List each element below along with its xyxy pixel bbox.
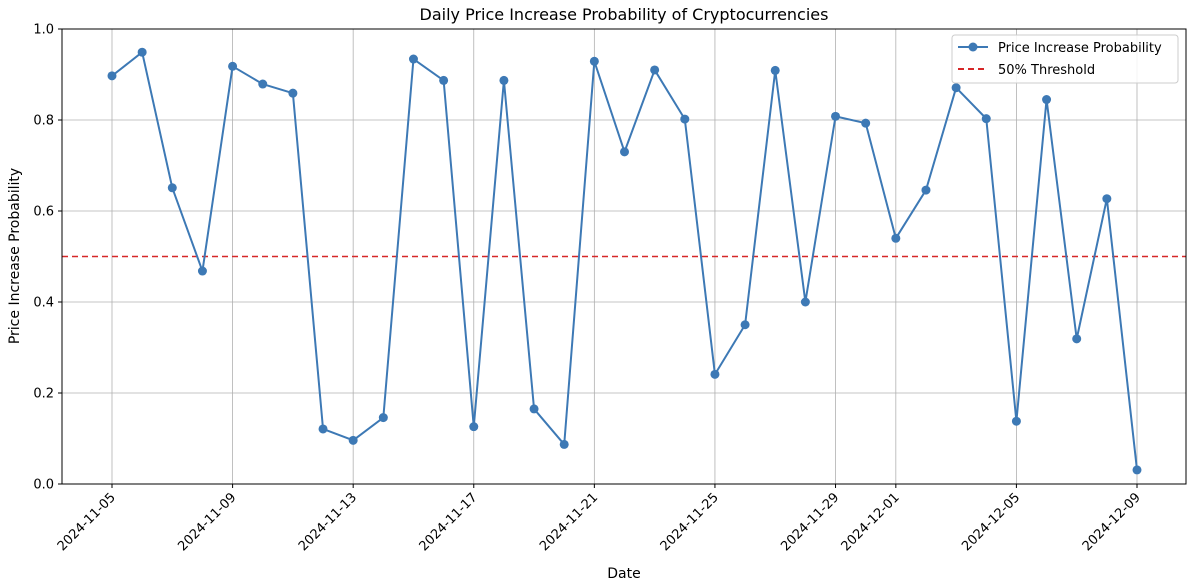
plot-frame [61, 28, 1187, 485]
data-point [710, 369, 720, 379]
y-axis-title: Price Increase Probability [7, 168, 23, 344]
legend-box [951, 34, 1179, 84]
legend-series-label: Price Increase Probability [998, 41, 1162, 56]
data-point [1072, 334, 1082, 344]
data-point [770, 65, 780, 75]
data-point [288, 88, 298, 98]
legend-threshold-label: 50% Threshold [998, 63, 1095, 78]
data-point [1132, 465, 1142, 475]
data-point [800, 297, 810, 307]
data-point [981, 114, 991, 124]
data-point [921, 185, 931, 195]
data-point [469, 422, 479, 432]
data-point [680, 114, 690, 124]
legend-series-marker [968, 42, 978, 52]
data-point [620, 147, 629, 157]
data-point [107, 71, 117, 81]
data-point [378, 413, 388, 423]
y-tick-label: 0.2 [33, 387, 54, 402]
data-point [228, 61, 238, 71]
data-point [529, 404, 539, 414]
data-point [831, 111, 841, 121]
data-point [167, 183, 177, 193]
data-point [348, 435, 358, 445]
data-point [499, 75, 509, 85]
data-point [891, 233, 901, 243]
data-point [861, 118, 871, 128]
data-point [740, 320, 750, 330]
chart-title: Daily Price Increase Probability of Cryp… [420, 5, 829, 24]
data-point [1042, 95, 1052, 105]
y-tick-label: 0.8 [33, 114, 54, 129]
data-point [1011, 416, 1021, 426]
data-point [1102, 194, 1112, 204]
y-tick-label: 0.6 [33, 205, 54, 220]
y-tick-label: 1.0 [33, 23, 54, 38]
data-point [559, 439, 569, 449]
data-point [318, 424, 328, 434]
y-tick-label: 0.4 [33, 296, 54, 311]
data-point [408, 54, 418, 64]
data-point [137, 47, 147, 57]
data-point [650, 65, 660, 75]
y-tick-label: 0.0 [33, 478, 54, 493]
series-layer [107, 47, 1142, 475]
data-point [951, 83, 961, 93]
data-point [197, 266, 207, 276]
data-point [439, 75, 449, 85]
x-axis-title: Date [607, 566, 640, 582]
data-point [589, 56, 599, 66]
legend: Price Increase Probability 50% Threshold [951, 34, 1179, 84]
y-axis: 0.0 0.2 0.4 0.6 0.8 1.0 [33, 23, 62, 493]
data-point [258, 79, 268, 89]
